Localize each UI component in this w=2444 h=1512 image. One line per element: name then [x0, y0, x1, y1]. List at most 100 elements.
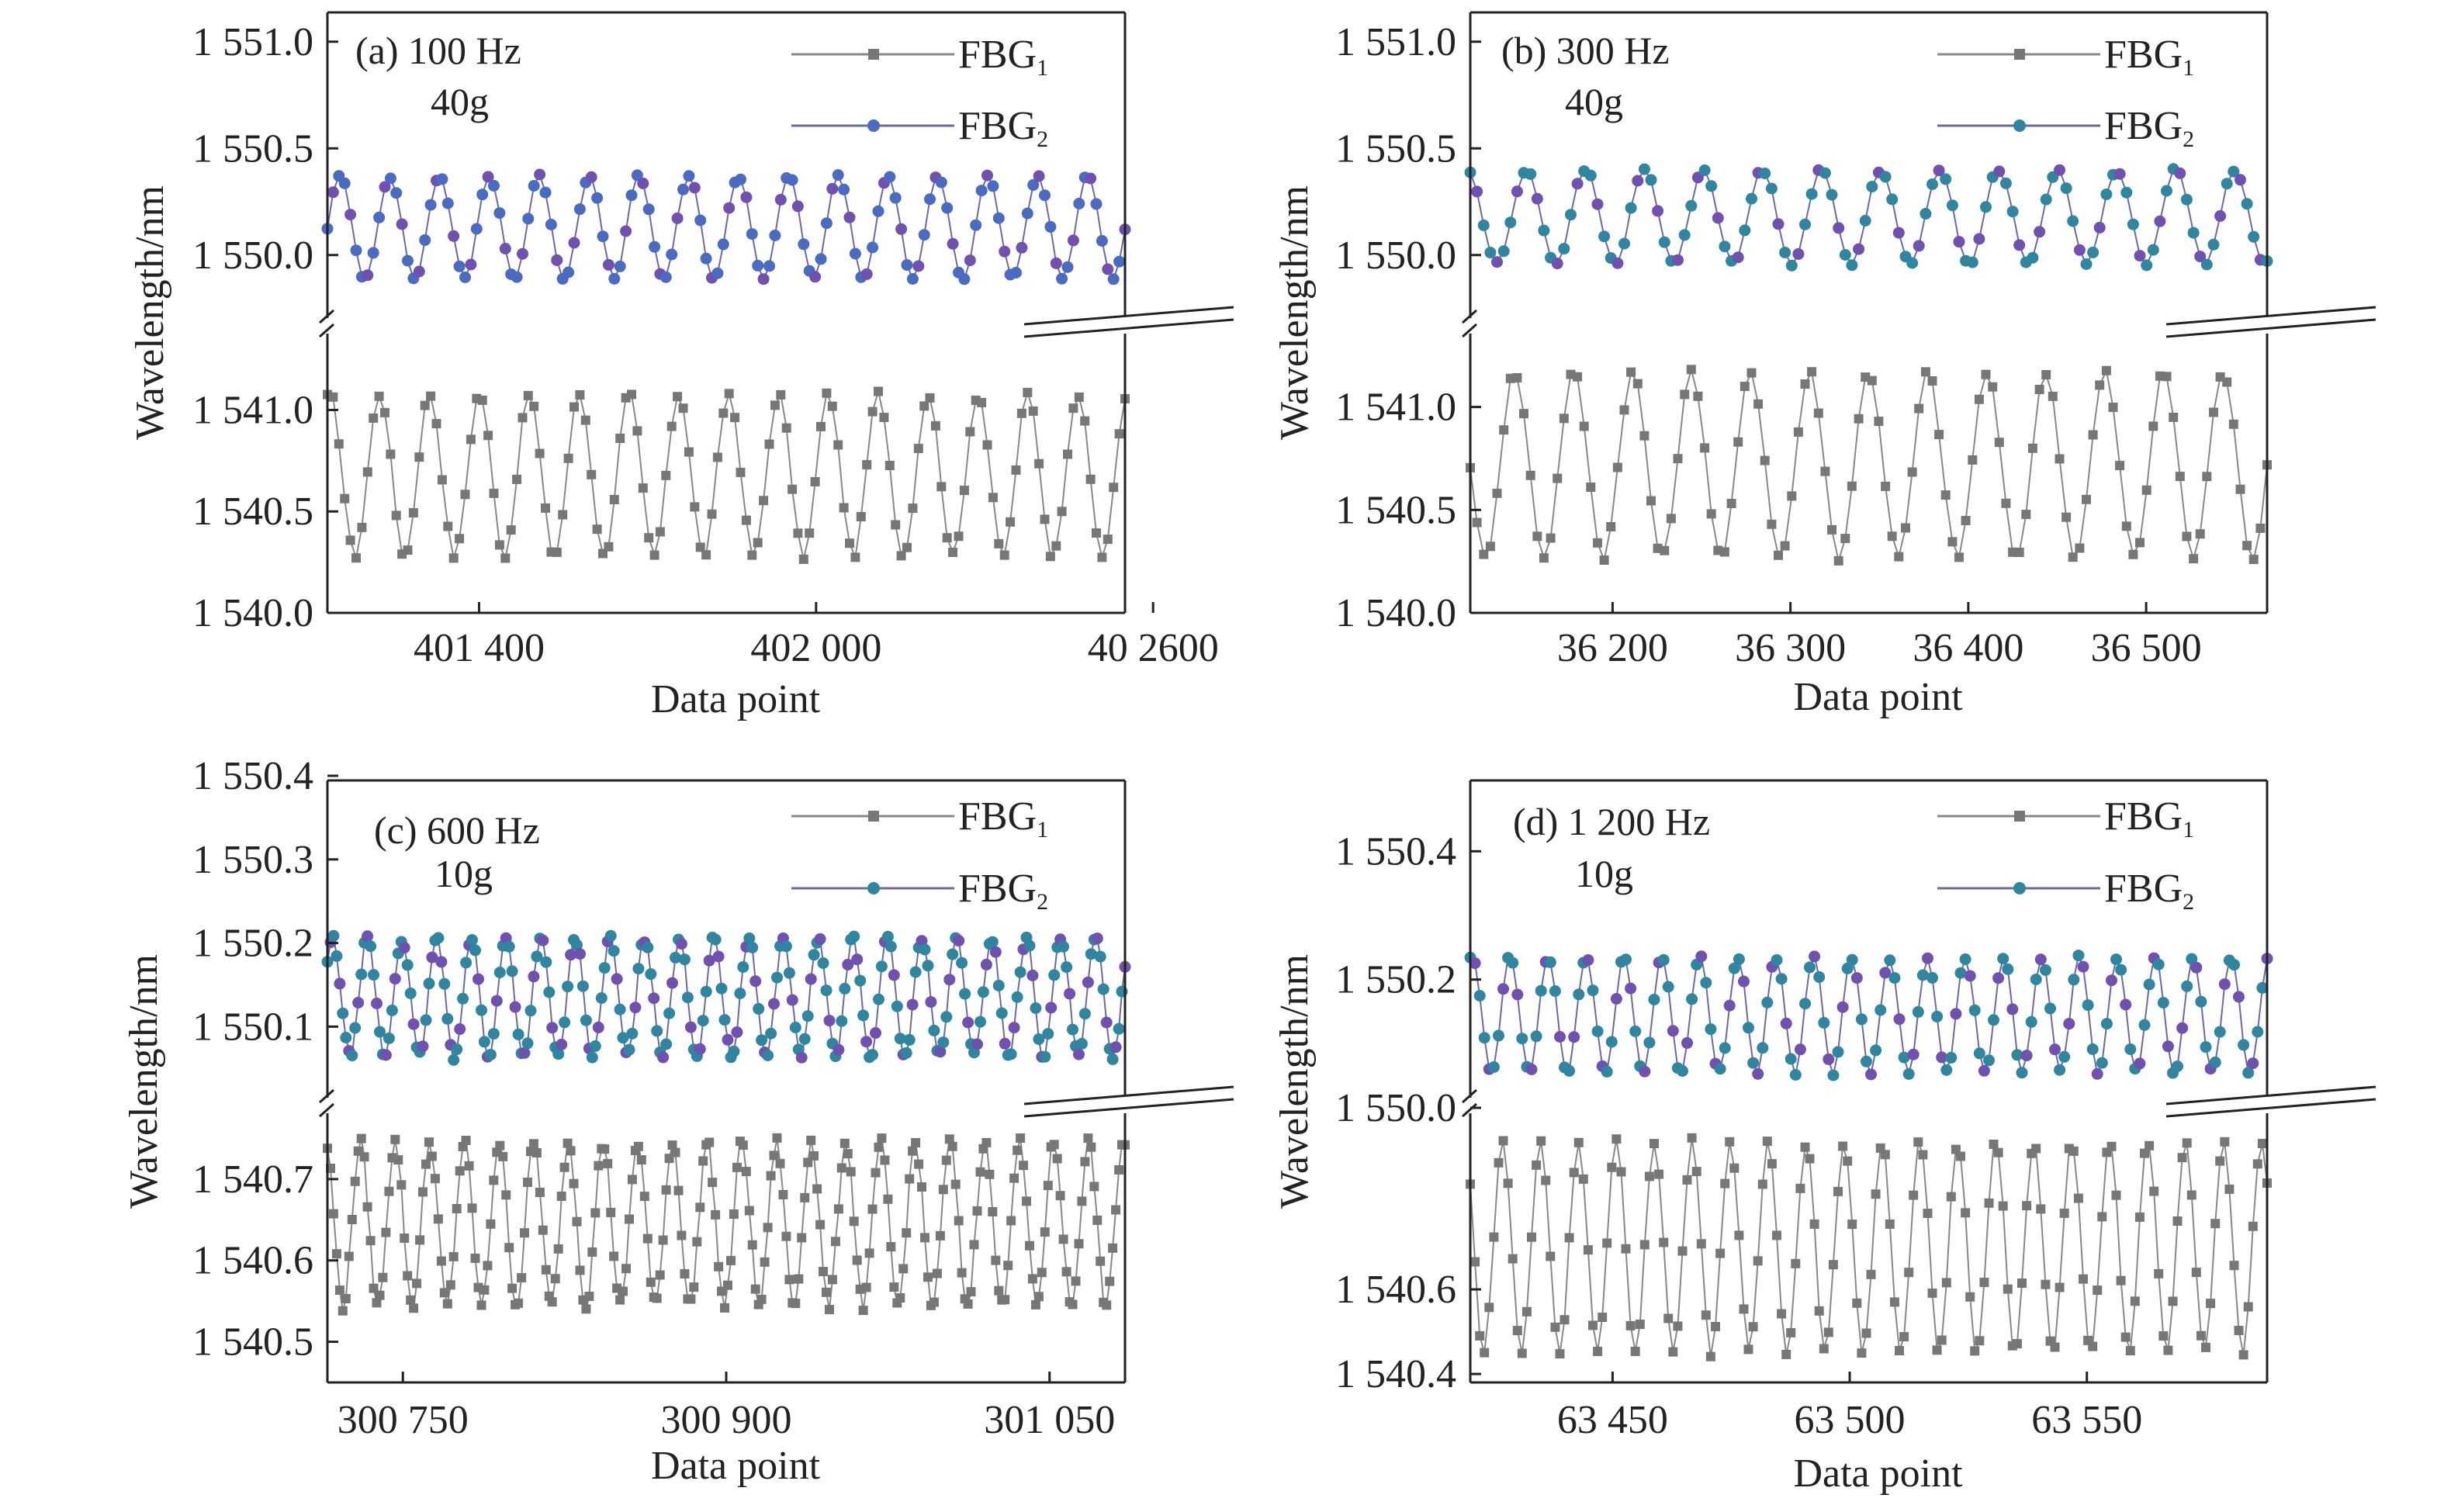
- data-point: [2002, 963, 2014, 975]
- data-point: [595, 992, 608, 1004]
- data-point: [1841, 962, 1854, 974]
- data-point: [906, 273, 919, 285]
- data-point: [2030, 974, 2042, 985]
- data-point: [1033, 170, 1045, 182]
- data-point: [912, 260, 925, 272]
- data-point: [575, 390, 585, 400]
- data-point: [1733, 437, 1743, 447]
- data-point: [888, 969, 900, 981]
- data-point: [400, 1233, 410, 1243]
- data-point: [1767, 1159, 1777, 1169]
- data-point: [1934, 430, 1944, 440]
- data-point: [1854, 413, 1864, 424]
- data-point: [1946, 1192, 1956, 1202]
- data-point: [861, 1282, 871, 1292]
- data-point: [698, 1156, 708, 1166]
- data-point: [2143, 978, 2155, 991]
- data-point: [880, 1155, 890, 1165]
- data-point: [427, 1151, 437, 1161]
- data-point: [833, 1043, 845, 1056]
- plot-frame: [1469, 11, 2269, 614]
- data-point: [1791, 1258, 1801, 1268]
- data-point: [753, 1002, 765, 1015]
- data-point: [1927, 1288, 1937, 1298]
- data-point: [1021, 207, 1033, 220]
- data-point: [661, 1185, 671, 1195]
- data-point: [1753, 1256, 1763, 1266]
- break-mark-right: [2165, 1098, 2376, 1118]
- data-point: [1508, 1254, 1518, 1264]
- data-point: [1932, 1345, 1942, 1355]
- data-point: [1789, 1069, 1802, 1081]
- legend-text: FBG: [958, 104, 1037, 148]
- data-point: [470, 1253, 480, 1263]
- data-point: [423, 977, 435, 990]
- data-point: [1107, 273, 1120, 285]
- data-point: [2248, 1221, 2258, 1231]
- legend-label: FBG2: [958, 104, 1048, 152]
- data-point: [638, 483, 648, 493]
- data-point: [953, 935, 965, 947]
- data-point: [331, 1249, 341, 1259]
- data-point: [762, 1050, 774, 1061]
- data-point: [489, 1175, 499, 1185]
- data-point: [1682, 1175, 1692, 1185]
- data-point: [889, 1282, 899, 1292]
- data-point: [476, 189, 489, 201]
- data-point: [1092, 528, 1101, 538]
- data-point: [1033, 1033, 1045, 1045]
- series-line: [1470, 366, 2268, 563]
- data-point: [1611, 257, 1624, 269]
- data-point: [1743, 1022, 1754, 1034]
- data-point: [412, 1278, 422, 1289]
- data-point: [854, 974, 867, 987]
- data-point: [344, 1251, 354, 1261]
- data-point: [836, 1015, 848, 1027]
- data-point: [413, 265, 425, 278]
- data-point: [369, 1283, 379, 1293]
- data-point: [874, 1142, 884, 1152]
- series-fbg2: [321, 168, 1131, 285]
- data-point: [980, 958, 992, 971]
- data-point: [958, 273, 971, 285]
- data-point: [2228, 419, 2238, 429]
- data-point: [947, 948, 959, 960]
- data-point: [1100, 1016, 1113, 1029]
- data-point: [678, 953, 691, 966]
- data-point: [1666, 514, 1676, 524]
- data-point: [1097, 983, 1109, 995]
- data-point: [991, 1255, 1001, 1265]
- data-point: [1968, 1004, 1981, 1016]
- panel-label: (b) 300 Hz: [1501, 29, 1670, 72]
- data-point: [1085, 172, 1097, 185]
- data-point: [2228, 165, 2240, 178]
- data-point: [1114, 1165, 1124, 1175]
- data-point: [720, 1303, 729, 1313]
- panel-sublabel: 10g: [434, 852, 493, 895]
- data-point: [531, 950, 543, 963]
- data-point: [573, 203, 586, 216]
- data-point: [1677, 1246, 1688, 1256]
- data-point: [2121, 521, 2131, 531]
- data-point: [1564, 1233, 1574, 1243]
- data-point: [810, 477, 820, 486]
- data-point: [1887, 531, 1897, 541]
- data-point: [1833, 1186, 1843, 1196]
- data-point: [948, 548, 958, 557]
- data-point: [421, 1159, 431, 1169]
- data-point: [966, 1287, 976, 1297]
- data-point: [2234, 1326, 2244, 1335]
- data-point: [2172, 1216, 2183, 1226]
- data-point: [1660, 545, 1670, 555]
- data-point: [883, 1194, 893, 1204]
- data-point: [2054, 164, 2065, 176]
- y-tick-label: 1 550.4: [1335, 829, 1456, 874]
- legend-label: FBG2: [958, 867, 1048, 915]
- data-point: [1532, 531, 1542, 541]
- data-point: [918, 229, 930, 241]
- data-point: [2147, 244, 2159, 256]
- data-point: [1003, 1261, 1013, 1271]
- data-point: [2152, 958, 2165, 971]
- data-point: [971, 1038, 983, 1050]
- data-point: [780, 940, 792, 953]
